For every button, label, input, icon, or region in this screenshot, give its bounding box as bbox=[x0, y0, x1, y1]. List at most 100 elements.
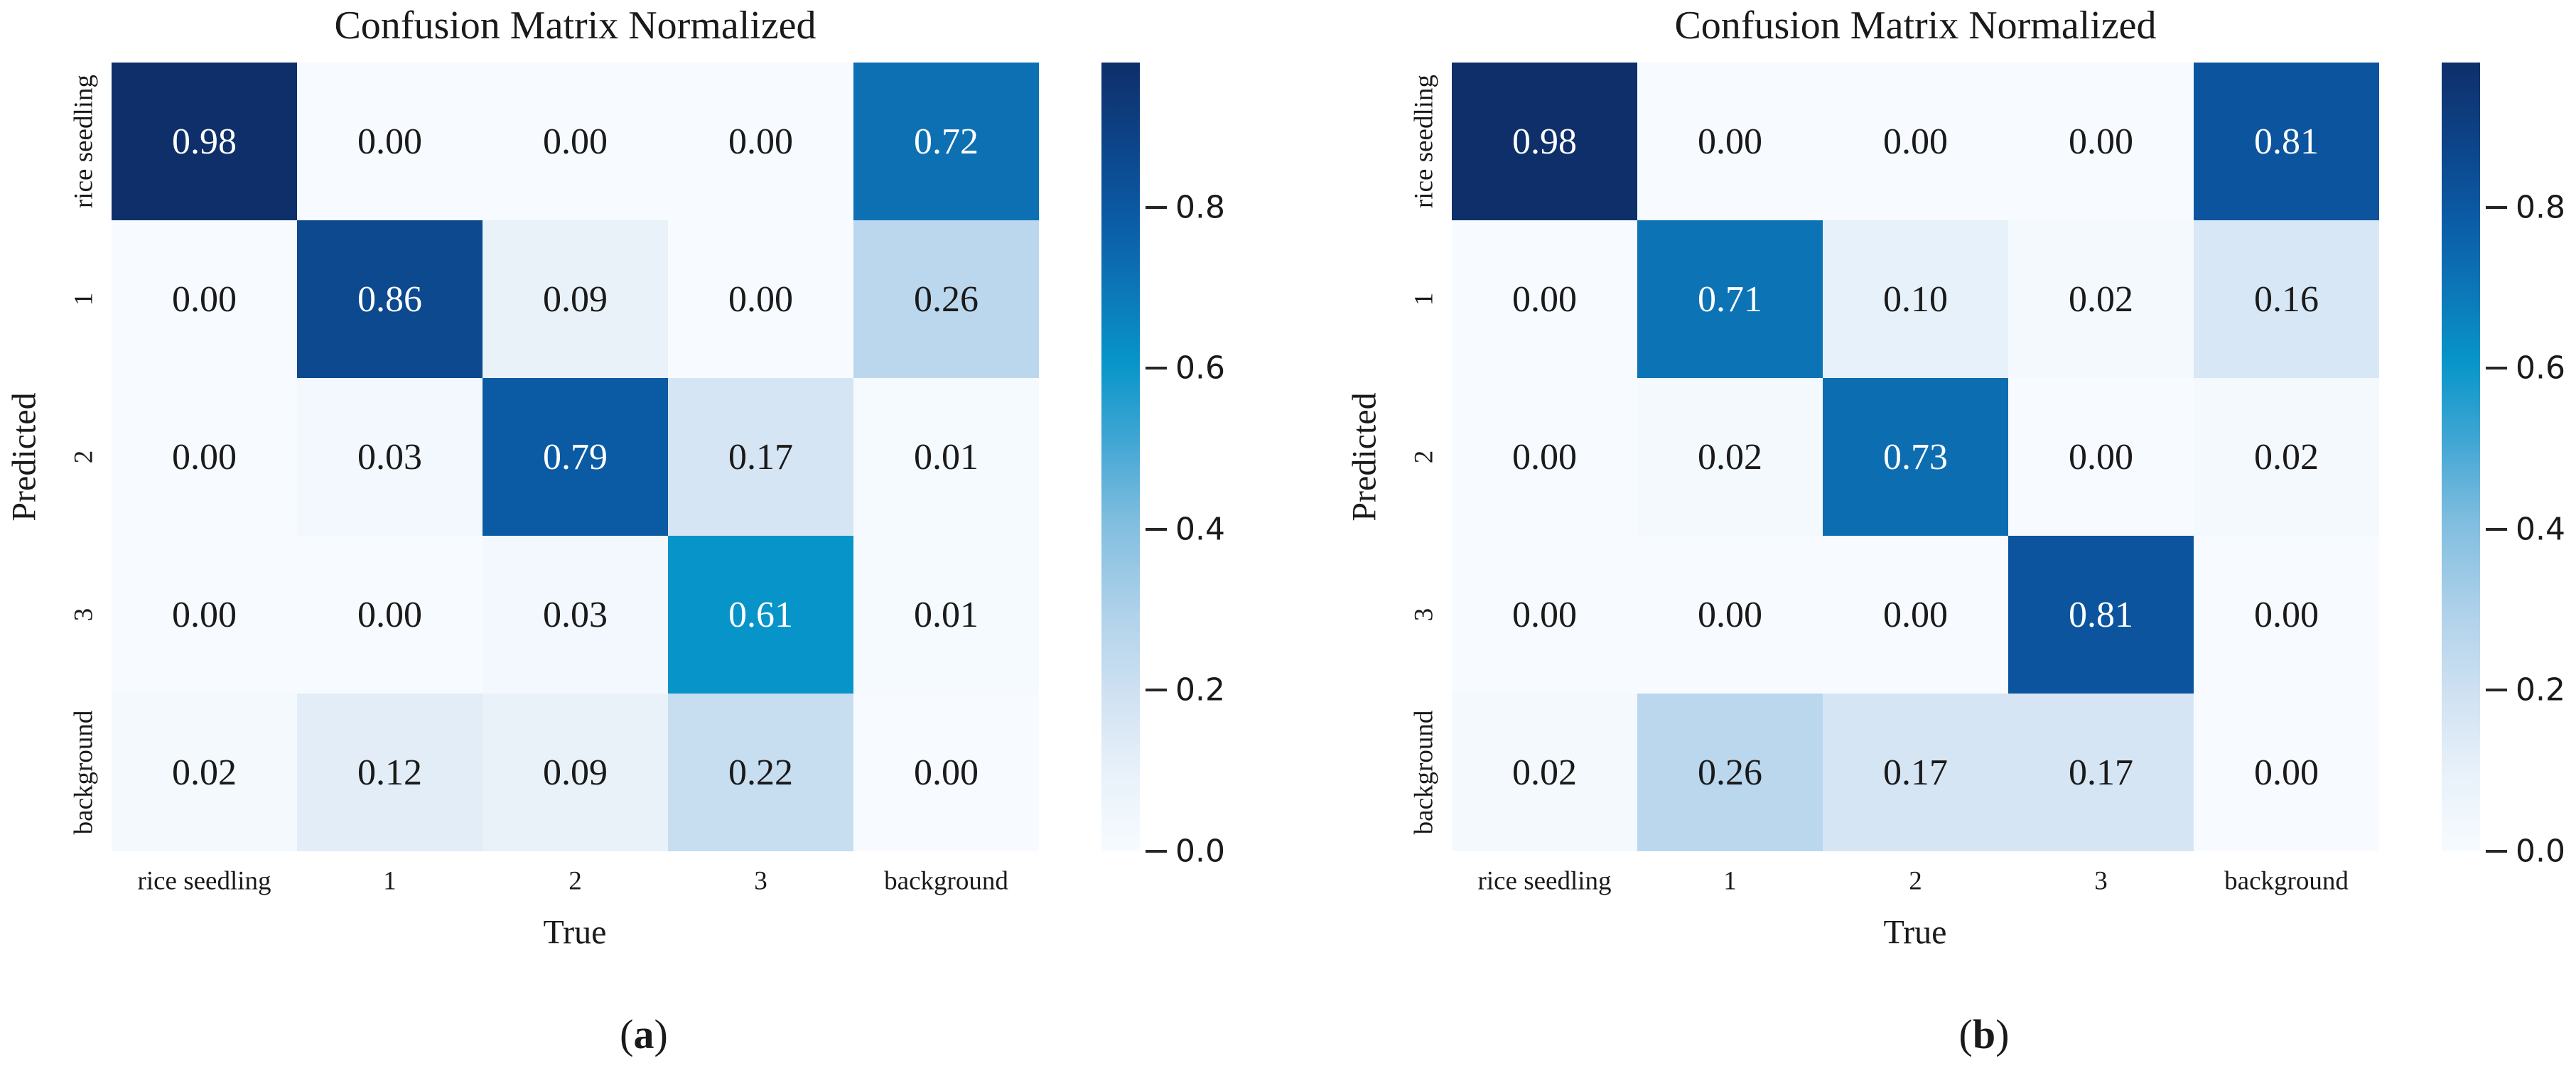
x-axis-label: True bbox=[1883, 913, 1947, 951]
y-axis-label: Predicted bbox=[1345, 392, 1384, 522]
heatmap-cell: 0.98 bbox=[112, 63, 297, 220]
heatmap-cell: 0.00 bbox=[2194, 536, 2379, 694]
confusion-matrix-panel-a: Confusion Matrix Normalized Predicted 0.… bbox=[5, 4, 1225, 1058]
heatmap-cell: 0.73 bbox=[1823, 378, 2008, 536]
heatmap-cell: 0.00 bbox=[112, 378, 297, 536]
confusion-matrix-panel-b: Confusion Matrix Normalized Predicted 0.… bbox=[1340, 0, 2576, 1068]
heatmap-cell: 0.26 bbox=[853, 220, 1039, 378]
heatmap-cell: 0.00 bbox=[1823, 536, 2008, 694]
heatmap-cell: 0.71 bbox=[1637, 220, 1823, 378]
x-tick-label: 2 bbox=[1909, 866, 1922, 896]
caption-letter: a bbox=[633, 1011, 654, 1057]
heatmap-grid: 0.98 0.00 0.00 0.00 0.81 0.00 0.71 0.10 0.02 0.16… bbox=[1452, 63, 2379, 851]
caption-letter: b bbox=[1972, 1011, 1996, 1057]
subfigure-caption: (a) bbox=[620, 1010, 668, 1058]
colorbar-tick-label: 0.6 bbox=[2516, 350, 2565, 387]
heatmap-cell: 0.01 bbox=[853, 378, 1039, 536]
x-tick-label: rice seedling bbox=[137, 866, 271, 896]
y-tick-label: 3 bbox=[1409, 608, 1439, 622]
heatmap-cell: 0.00 bbox=[1452, 536, 1637, 694]
heatmap-cell: 0.16 bbox=[2194, 220, 2379, 378]
heatmap-cell: 0.00 bbox=[2194, 694, 2379, 851]
heatmap-cell: 0.17 bbox=[668, 378, 853, 536]
x-tick-label: background bbox=[884, 866, 1008, 896]
colorbar-tick-label: 0.4 bbox=[1175, 511, 1225, 548]
y-tick-label: 3 bbox=[69, 608, 99, 622]
heatmap-cell: 0.03 bbox=[297, 378, 483, 536]
heatmap-cell: 0.00 bbox=[112, 536, 297, 694]
heatmap-cell: 0.00 bbox=[483, 63, 668, 220]
x-tick-label: 3 bbox=[2094, 866, 2108, 896]
colorbar-tick-label: 0.8 bbox=[2516, 189, 2565, 226]
heatmap-cell: 0.00 bbox=[1637, 536, 1823, 694]
y-tick-label: 1 bbox=[69, 292, 99, 306]
heatmap-cell: 0.00 bbox=[2008, 378, 2194, 536]
colorbar-tick-mark bbox=[2486, 367, 2507, 370]
heatmap-cell: 0.26 bbox=[1637, 694, 1823, 851]
caption-open-paren: ( bbox=[1958, 1011, 1973, 1057]
colorbar-tick-mark bbox=[2486, 527, 2507, 531]
caption-close-paren: ) bbox=[1995, 1011, 2010, 1057]
colorbar-tick-mark bbox=[1146, 205, 1167, 209]
y-tick-label: rice seedling bbox=[69, 75, 99, 208]
heatmap-cell: 0.61 bbox=[668, 536, 853, 694]
colorbar-tick-mark bbox=[1146, 850, 1167, 853]
heatmap-cell: 0.00 bbox=[1823, 63, 2008, 220]
heatmap-cell: 0.02 bbox=[112, 694, 297, 851]
x-tick-label: background bbox=[2224, 866, 2349, 896]
colorbar-tick-mark bbox=[2486, 205, 2507, 209]
x-tick-label: rice seedling bbox=[1477, 866, 1612, 896]
heatmap-cell: 0.00 bbox=[853, 694, 1039, 851]
heatmap-cell: 0.09 bbox=[483, 220, 668, 378]
subfigure-caption: (b) bbox=[1959, 1010, 2010, 1058]
heatmap-cell: 0.86 bbox=[297, 220, 483, 378]
heatmap-grid: 0.98 0.00 0.00 0.00 0.72 0.00 0.86 0.09 0.00 0.26… bbox=[112, 63, 1039, 851]
heatmap-cell: 0.00 bbox=[112, 220, 297, 378]
x-tick-label: 1 bbox=[383, 866, 397, 896]
colorbar-tick-label: 0.4 bbox=[2516, 511, 2565, 548]
colorbar-tick-label: 0.6 bbox=[1175, 350, 1225, 387]
heatmap-cell: 0.00 bbox=[297, 63, 483, 220]
y-tick-label: background bbox=[69, 710, 99, 835]
colorbar-tick-label: 0.0 bbox=[1175, 833, 1225, 870]
heatmap-cell: 0.02 bbox=[1452, 694, 1637, 851]
heatmap-cell: 0.98 bbox=[1452, 63, 1637, 220]
heatmap-cell: 0.00 bbox=[1637, 63, 1823, 220]
heatmap-cell: 0.12 bbox=[297, 694, 483, 851]
chart-title: Confusion Matrix Normalized bbox=[1674, 4, 2157, 48]
heatmap-cell: 0.81 bbox=[2008, 536, 2194, 694]
heatmap-cell: 0.00 bbox=[668, 220, 853, 378]
heatmap-cell: 0.81 bbox=[2194, 63, 2379, 220]
heatmap-cell: 0.72 bbox=[853, 63, 1039, 220]
heatmap-cell: 0.17 bbox=[2008, 694, 2194, 851]
heatmap-cell: 0.02 bbox=[2194, 378, 2379, 536]
x-tick-label: 1 bbox=[1723, 866, 1737, 896]
colorbar-tick-mark bbox=[2486, 689, 2507, 692]
y-tick-label: background bbox=[1409, 710, 1439, 835]
heatmap-cell: 0.10 bbox=[1823, 220, 2008, 378]
y-tick-label: 2 bbox=[69, 450, 99, 464]
heatmap-cell: 0.03 bbox=[483, 536, 668, 694]
colorbar bbox=[1101, 63, 1140, 851]
heatmap-cell: 0.17 bbox=[1823, 694, 2008, 851]
x-tick-label: 2 bbox=[568, 866, 582, 896]
caption-open-paren: ( bbox=[620, 1011, 634, 1057]
heatmap-cell: 0.00 bbox=[668, 63, 853, 220]
y-axis-label: Predicted bbox=[5, 392, 43, 522]
y-tick-label: 1 bbox=[1409, 292, 1439, 306]
colorbar bbox=[2442, 63, 2480, 851]
caption-close-paren: ) bbox=[654, 1011, 668, 1057]
heatmap-cell: 0.00 bbox=[1452, 378, 1637, 536]
colorbar-tick-label: 0.2 bbox=[1175, 671, 1225, 708]
colorbar-tick-mark bbox=[1146, 689, 1167, 692]
colorbar-tick-label: 0.8 bbox=[1175, 189, 1225, 226]
heatmap-cell: 0.09 bbox=[483, 694, 668, 851]
colorbar-tick-label: 0.2 bbox=[2516, 671, 2565, 708]
heatmap-cell: 0.79 bbox=[483, 378, 668, 536]
heatmap-cell: 0.22 bbox=[668, 694, 853, 851]
y-tick-label: rice seedling bbox=[1409, 75, 1439, 208]
heatmap-cell: 0.02 bbox=[2008, 220, 2194, 378]
heatmap-cell: 0.00 bbox=[2008, 63, 2194, 220]
heatmap-cell: 0.02 bbox=[1637, 378, 1823, 536]
colorbar-tick-mark bbox=[1146, 367, 1167, 370]
